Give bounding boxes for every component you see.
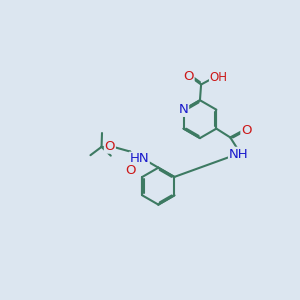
Text: HN: HN: [129, 152, 149, 165]
Text: N: N: [179, 103, 188, 116]
Text: OH: OH: [210, 71, 228, 84]
Text: O: O: [125, 164, 136, 177]
Text: O: O: [105, 140, 115, 153]
Text: O: O: [241, 124, 252, 136]
Text: O: O: [183, 70, 194, 83]
Text: NH: NH: [229, 148, 248, 160]
